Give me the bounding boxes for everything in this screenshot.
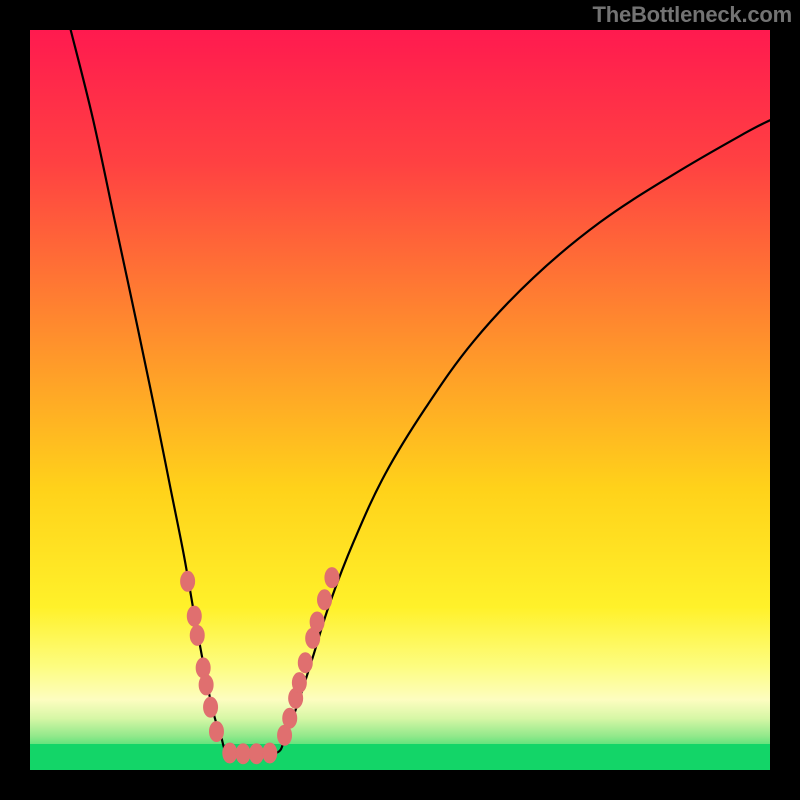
marker-bottom-1: [236, 744, 250, 764]
chart-root: TheBottleneck.com: [0, 0, 800, 800]
marker-left-2: [190, 625, 204, 645]
marker-bottom-0: [223, 743, 237, 763]
marker-left-1: [187, 606, 201, 626]
plot-svg: [30, 30, 770, 770]
marker-left-6: [209, 722, 223, 742]
marker-bottom-3: [263, 743, 277, 763]
marker-right-6: [310, 612, 324, 632]
marker-left-5: [204, 697, 218, 717]
marker-right-3: [292, 673, 306, 693]
plot-area: [30, 30, 770, 770]
bottleneck-curve: [71, 30, 770, 756]
watermark-text: TheBottleneck.com: [592, 2, 792, 28]
marker-left-0: [181, 571, 195, 591]
marker-right-7: [318, 590, 332, 610]
marker-left-4: [199, 675, 213, 695]
marker-right-8: [325, 568, 339, 588]
marker-right-4: [298, 653, 312, 673]
marker-right-1: [283, 708, 297, 728]
marker-bottom-2: [249, 744, 263, 764]
